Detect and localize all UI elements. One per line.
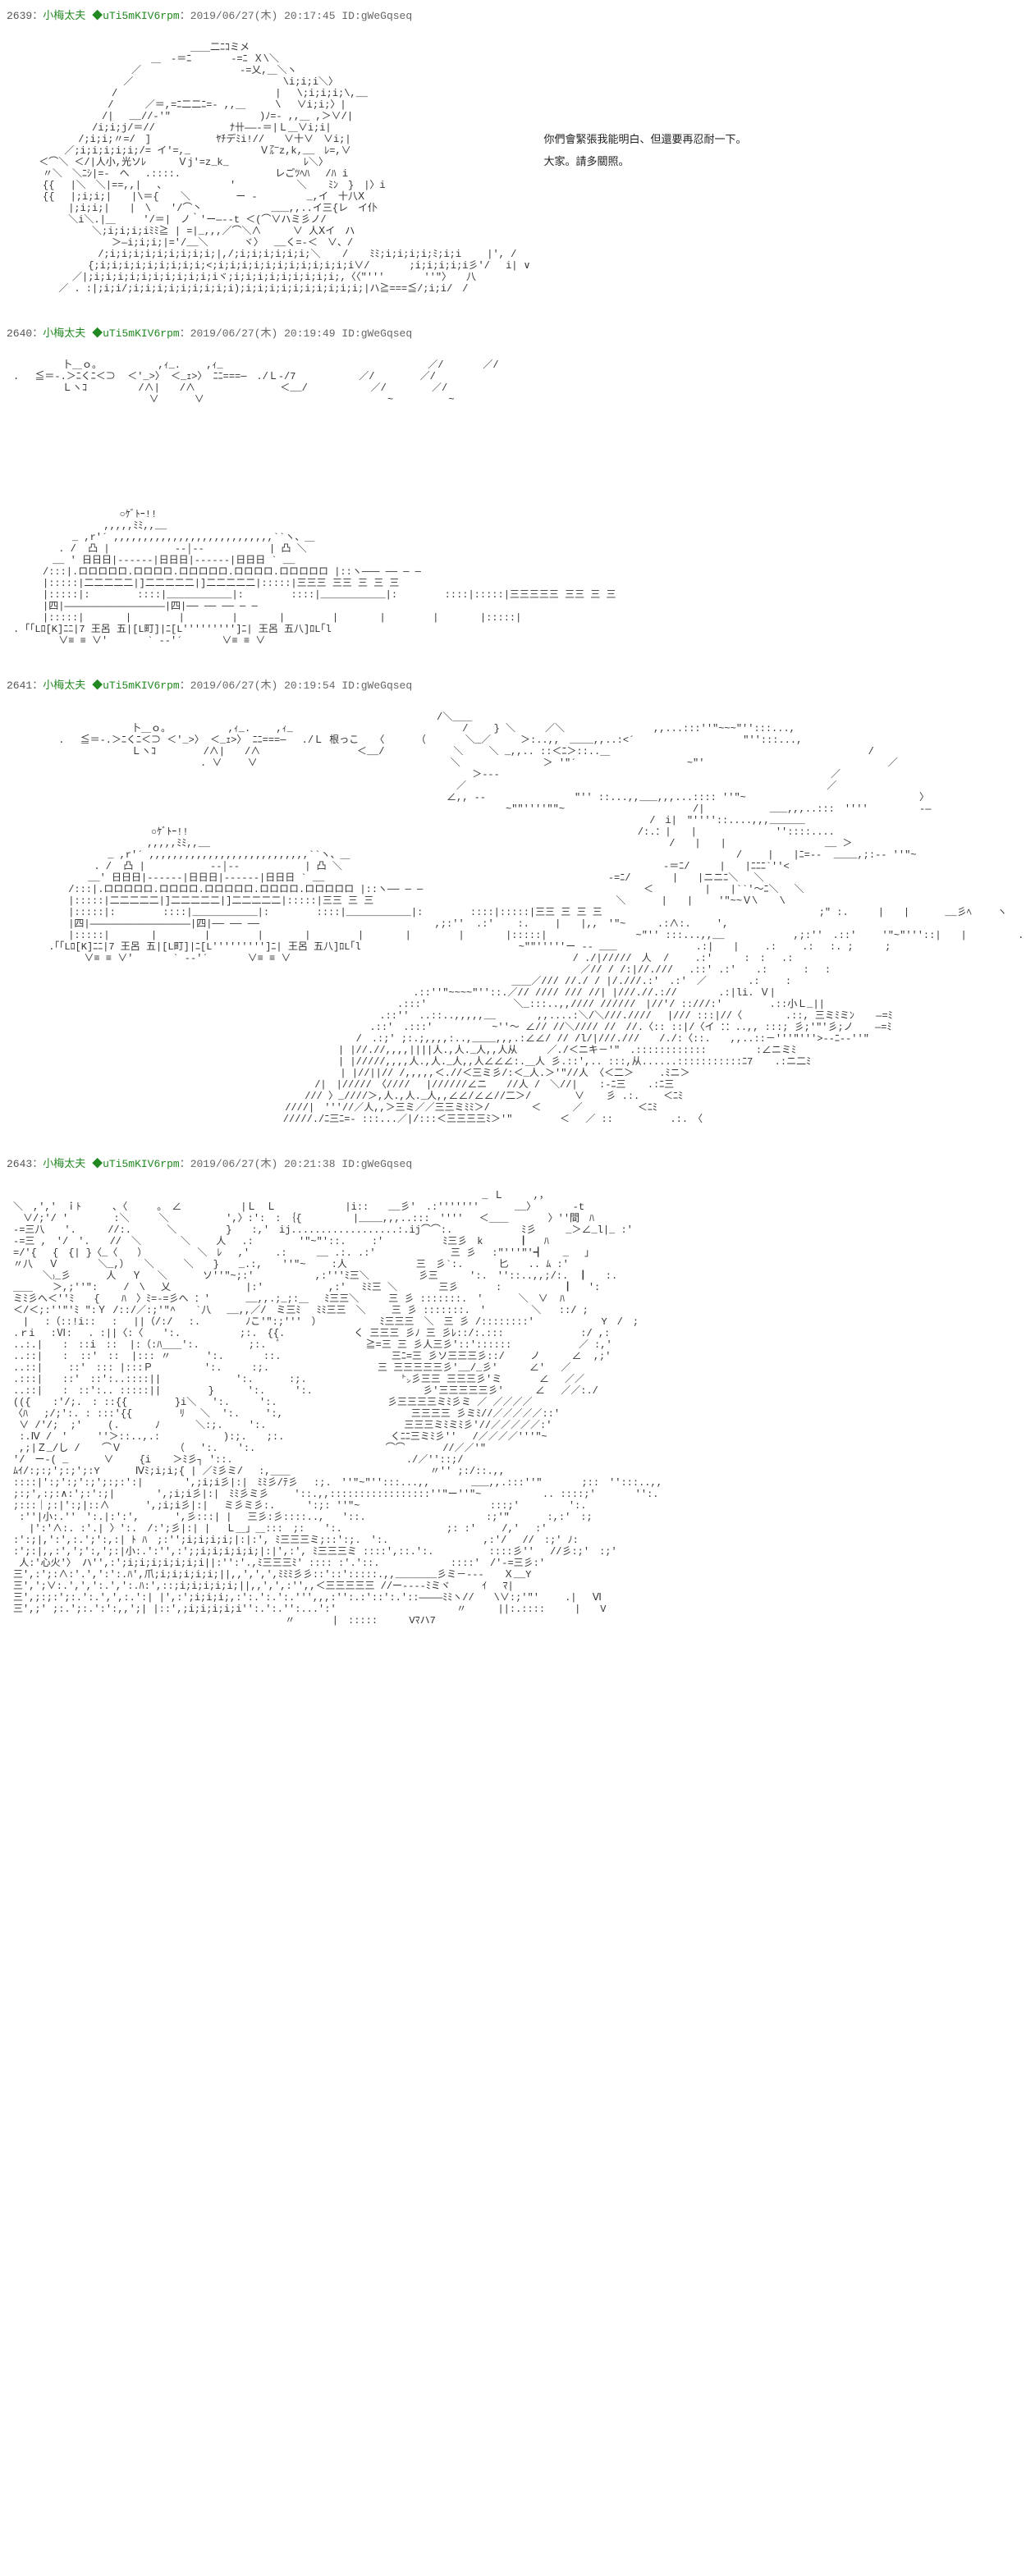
post-body: /＼＿＿ 卜＿ｏ。 ,ｨ_. ,ｨ_ / } ＼ ／＼ ,,...:::''"~… (13, 702, 1026, 1135)
post-trip: ◆uTi5mKIV6rpm (92, 327, 180, 340)
dialogue-line: 你們會緊張我能明白、但還要再忍耐一下。 (543, 130, 746, 149)
post-id: ID:gWeGqseq (341, 1158, 412, 1170)
post-trip: ◆uTi5mKIV6rpm (92, 10, 180, 22)
post-name[interactable]: 小梅太夫 (43, 1158, 85, 1170)
post-date: 2019/06/27(木) 20:17:45 (190, 10, 336, 22)
post-header: 2640：小梅太夫 ◆uTi5mKIV6rpm：2019/06/27(木) 20… (7, 324, 1026, 340)
ascii-art: 卜＿ｏ。 ,ｨ_. ,ｨ_ ／/ ／/ . ≦＝-.＞ﾆくﾆ＜⊃ ＜'_>〉 ＜… (13, 359, 616, 647)
ascii-art: /＼＿＿ 卜＿ｏ。 ,ｨ_. ,ｨ_ / } ＼ ／＼ ,,...:::''"~… (13, 711, 1026, 1125)
ascii-art: _ Ｌ ,， ＼ ,',' ｉﾄ ､〈 。 ∠ |Ｌ Ｌ |i:: __彡' .… (13, 1190, 662, 1627)
post-date: 2019/06/27(木) 20:19:49 (190, 327, 336, 340)
dialogue-text: 你們會緊張我能明白、但還要再忍耐一下。 大家。請多關照。 (543, 130, 746, 176)
ascii-art: ＿＿二ﾆｺミメ ＿ ‐＝ﾆ ‐=ﾆ Ｘ\＼ ／ ‐=乂,＿＼ヽ ／ \i;i;i… (13, 42, 530, 295)
post: 2640：小梅太夫 ◆uTi5mKIV6rpm：2019/06/27(木) 20… (7, 324, 1026, 657)
post-header: 2641：小梅太夫 ◆uTi5mKIV6rpm：2019/06/27(木) 20… (7, 676, 1026, 692)
dialogue-line: 大家。請多關照。 (543, 153, 746, 172)
post-body: 卜＿ｏ。 ,ｨ_. ,ｨ_ ／/ ／/ . ≦＝-.＞ﾆくﾆ＜⊃ ＜'_>〉 ＜… (13, 350, 1026, 657)
post-trip: ◆uTi5mKIV6rpm (92, 679, 180, 692)
post-number: 2639 (7, 10, 32, 22)
post-header: 2639：小梅太夫 ◆uTi5mKIV6rpm：2019/06/27(木) 20… (7, 7, 1026, 22)
post-trip: ◆uTi5mKIV6rpm (92, 1158, 180, 1170)
post-date: 2019/06/27(木) 20:21:38 (190, 1158, 336, 1170)
post: 2639：小梅太夫 ◆uTi5mKIV6rpm：2019/06/27(木) 20… (7, 7, 1026, 304)
post-number: 2643 (7, 1158, 32, 1170)
post-id: ID:gWeGqseq (341, 327, 412, 340)
post-id: ID:gWeGqseq (341, 10, 412, 22)
post-body: _ Ｌ ,， ＼ ,',' ｉﾄ ､〈 。 ∠ |Ｌ Ｌ |i:: __彡' .… (13, 1180, 1026, 1636)
post-number: 2641 (7, 679, 32, 692)
post-number: 2640 (7, 327, 32, 340)
post-name[interactable]: 小梅太夫 (43, 327, 85, 340)
post-date: 2019/06/27(木) 20:19:54 (190, 679, 336, 692)
post-name[interactable]: 小梅太夫 (43, 679, 85, 692)
post-name[interactable]: 小梅太夫 (43, 10, 85, 22)
post-body: ＿＿二ﾆｺミメ ＿ ‐＝ﾆ ‐=ﾆ Ｘ\＼ ／ ‐=乂,＿＼ヽ ／ \i;i;i… (13, 32, 1026, 304)
post-id: ID:gWeGqseq (341, 679, 412, 692)
post: 2643：小梅太夫 ◆uTi5mKIV6rpm：2019/06/27(木) 20… (7, 1155, 1026, 1636)
post-header: 2643：小梅太夫 ◆uTi5mKIV6rpm：2019/06/27(木) 20… (7, 1155, 1026, 1170)
post: 2641：小梅太夫 ◆uTi5mKIV6rpm：2019/06/27(木) 20… (7, 676, 1026, 1135)
